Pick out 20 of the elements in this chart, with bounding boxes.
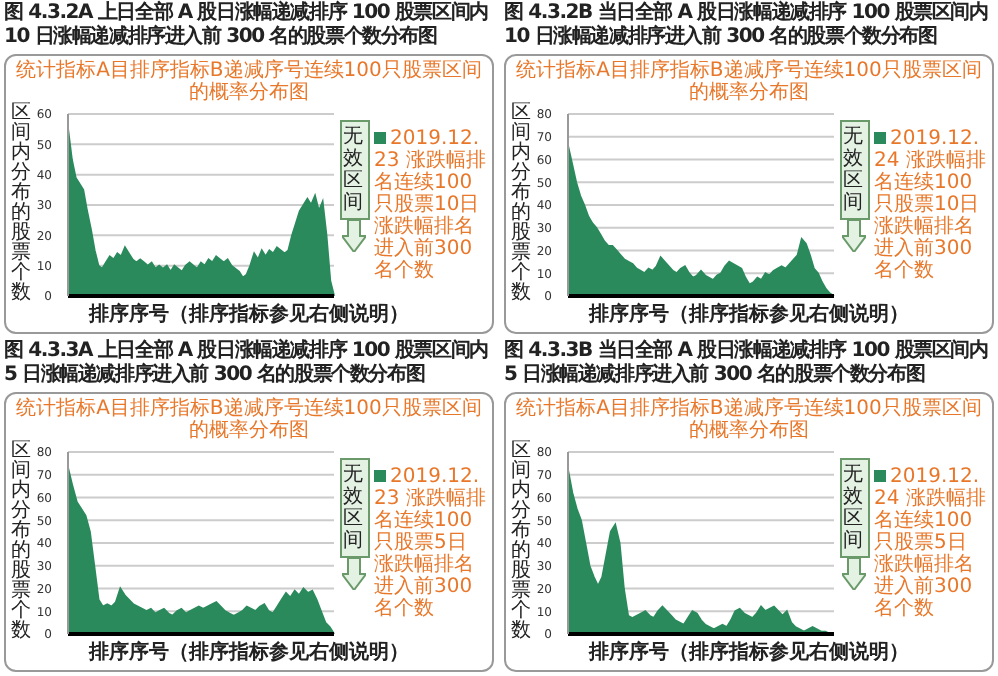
text: 区间内分布的股票个数	[11, 440, 31, 642]
chart-subtitle: 统计指标A目排序指标B递减序号连续100只股票区间的概率分布图	[516, 60, 984, 104]
legend-label: 2019.12.24 涨跌幅排名连续100只股票10日涨跌幅排名进入前300名个数	[874, 127, 986, 281]
chart-subtitle: 统计指标A目排序指标B递减序号连续100只股票区间的概率分布图	[16, 60, 484, 104]
legend-label: 2019.12.23 涨跌幅排名连续100只股票5日涨跌幅排名进入前300名个数	[374, 465, 486, 619]
text: 区间内分布的股票个数	[511, 440, 531, 642]
chart-title: 图 4.3.3A 上日全部 A 股日涨幅递减排序 100 股票区间内 5 日涨幅递减排序进入前 300 名的股票个数分布图	[4, 340, 490, 388]
legend-label: 2019.12.24 涨跌幅排名连续100只股票5日涨跌幅排名进入前300名个数	[874, 465, 986, 619]
x-axis-title: 排序序号（排序指标参见右侧说明）	[86, 304, 411, 328]
x-axis-title: 排序序号（排序指标参见右侧说明）	[586, 304, 911, 328]
chart-subtitle: 统计指标A目排序指标B递减序号连续100只股票区间的概率分布图	[16, 398, 484, 442]
chart-title: 图 4.3.3B 当日全部 A 股日涨幅递减排序 100 股票区间内 5 日涨幅递减排序进入前 300 名的股票个数分布图	[504, 340, 990, 388]
text: 区间内分布的股票个数	[511, 102, 531, 304]
legend-label: 2019.12.23 涨跌幅排名连续100只股票10日涨跌幅排名进入前300名个数	[374, 127, 486, 281]
chart-subtitle: 统计指标A目排序指标B递减序号连续100只股票区间的概率分布图	[516, 398, 984, 442]
chart-title: 图 4.3.2B 当日全部 A 股日涨幅递减排序 100 股票区间内 10 日涨幅递减排序进入前 300 名的股票个数分布图	[504, 2, 990, 50]
x-axis-title: 排序序号（排序指标参见右侧说明）	[86, 642, 411, 666]
text: 区间内分布的股票个数	[11, 102, 31, 304]
chart-title: 图 4.3.2A 上日全部 A 股日涨幅递减排序 100 股票区间内 10 日涨幅递减排序进入前 300 名的股票个数分布图	[4, 2, 490, 50]
x-axis-title: 排序序号（排序指标参见右侧说明）	[586, 642, 911, 666]
